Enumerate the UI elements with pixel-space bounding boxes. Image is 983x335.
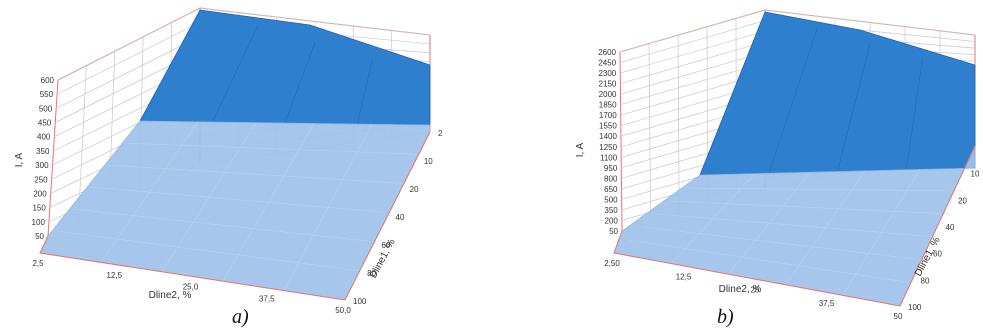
y-tick-label: 10	[424, 157, 433, 166]
panel-label-a: a)	[232, 306, 249, 328]
y-tick-label: 20	[410, 185, 419, 194]
z-tick-label: 350	[36, 147, 50, 156]
x-tick-label: 2,5	[32, 259, 44, 268]
x-tick-label: 12,5	[106, 271, 122, 280]
grid-line	[78, 65, 87, 222]
y-tick-label: 80	[367, 269, 376, 278]
y-tick-label: 20	[958, 196, 967, 205]
z-axis-label: I, A	[575, 142, 586, 157]
y-tick-label: 60	[381, 241, 390, 250]
x-tick-label: 50,0	[335, 306, 351, 315]
x-tick-label: 50	[894, 312, 903, 321]
z-tick-label: 1100	[600, 153, 618, 162]
x-tick-label: 12,5	[676, 272, 692, 281]
chart-a: 50 100 150 200 250 300 350 400 450 500 550 600 2,5 12…	[14, 7, 443, 315]
surface-facet	[671, 200, 951, 215]
x-axis-label: Dline2, %	[719, 284, 762, 295]
surface-facet	[106, 164, 402, 184]
z-tick-label: 650	[604, 185, 618, 194]
surface-facet	[685, 187, 963, 192]
x-tick-label: 2,50	[604, 259, 620, 268]
surface-facet	[656, 213, 938, 238]
z-tick-label: 1550	[599, 122, 617, 131]
z-tick-label: 450	[38, 119, 52, 128]
z-tick-label: 2300	[598, 69, 616, 78]
surface-facet	[357, 58, 373, 125]
y-tick-label: 2	[438, 129, 443, 138]
frame-bottom-edge	[39, 131, 431, 301]
z-tick-label: 950	[604, 164, 618, 173]
y-tick-label: 80	[921, 276, 930, 285]
z-tick-label: 300	[35, 161, 49, 170]
grid-line	[648, 43, 651, 223]
z-tick-label: 500	[39, 104, 53, 113]
grid-line	[677, 35, 680, 215]
z-tick-label: 50	[35, 232, 44, 241]
z-tick-label: 200	[605, 216, 619, 225]
z-tick-label: 2600	[598, 48, 616, 57]
z-tick-label: 250	[34, 175, 48, 184]
z-axis-label: I, A	[14, 152, 25, 167]
z-tick-label: 600	[41, 76, 55, 85]
z-tick-label: 1400	[599, 132, 617, 141]
x-tick-label: 37,5	[259, 294, 275, 303]
x-axis-label: Dline2, %	[149, 290, 192, 301]
surface-high	[139, 9, 431, 126]
z-tick-label: 50	[609, 227, 618, 236]
surface-facet	[837, 43, 871, 172]
surface-facet	[123, 142, 416, 155]
surface-facet	[642, 226, 926, 261]
frame-left-edge	[47, 79, 59, 237]
frame-bottom-edge	[613, 145, 976, 307]
z-tick-label: 2000	[599, 90, 617, 99]
surface-facet	[284, 42, 316, 124]
panel-label-b: b)	[717, 306, 734, 328]
z-tick-label: 400	[37, 133, 51, 142]
z-tick-label: 550	[40, 90, 54, 99]
z-tick-label: 100	[32, 218, 46, 227]
z-tick-label: 1850	[599, 101, 617, 110]
z-tick-label: 350	[604, 206, 618, 215]
x-tick-label: 25	[751, 286, 760, 295]
z-tick-label: 1700	[599, 111, 617, 120]
z-tick-label: 1250	[599, 143, 617, 152]
surface-high	[699, 11, 976, 176]
z-tick-label: 2450	[598, 59, 616, 68]
y-tick-label: 60	[933, 250, 942, 259]
z-tick-label: 2150	[599, 80, 617, 89]
surface-facet	[628, 239, 913, 284]
z-tick-label: 200	[33, 189, 47, 198]
frame-left-edge	[619, 51, 623, 232]
y-tick-label: 10	[971, 170, 980, 179]
y-tick-label: 100	[353, 297, 367, 306]
surface-facet	[212, 26, 258, 123]
surface-facet	[56, 230, 360, 272]
y-tick-label: 40	[946, 223, 955, 232]
y-tick-label: 40	[396, 213, 405, 222]
y-tick-label: 100	[908, 303, 922, 312]
z-tick-label: 500	[604, 195, 618, 204]
x-tick-label: 37,5	[819, 299, 835, 308]
surface-facet	[768, 27, 818, 174]
z-tick-label: 800	[604, 174, 618, 183]
z-tick-label: 150	[32, 204, 46, 213]
surface-facet	[73, 208, 374, 242]
surface-facet	[89, 186, 388, 213]
x-tick-label: 25,0	[183, 283, 199, 292]
surface-facet	[905, 59, 923, 170]
